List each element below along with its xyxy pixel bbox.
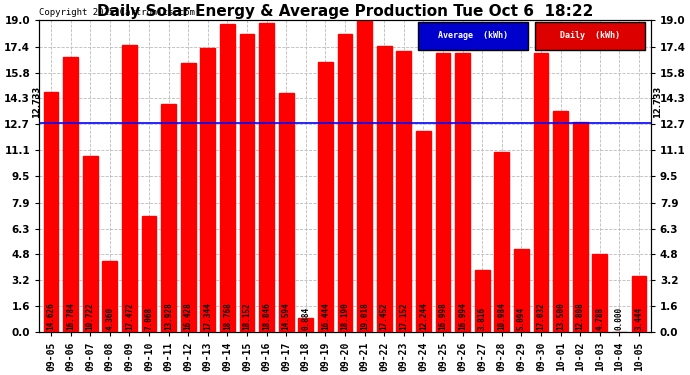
Bar	[181, 63, 195, 332]
Bar	[83, 156, 97, 332]
Bar	[455, 53, 470, 332]
Bar	[573, 122, 588, 332]
Bar	[122, 45, 137, 332]
Title: Daily Solar Energy & Average Production Tue Oct 6  18:22: Daily Solar Energy & Average Production …	[97, 4, 593, 19]
Bar	[63, 57, 78, 332]
FancyBboxPatch shape	[418, 22, 529, 50]
Bar	[495, 152, 509, 332]
Text: 10.984: 10.984	[497, 302, 506, 330]
Text: 16.428: 16.428	[184, 302, 193, 330]
Bar	[435, 53, 451, 332]
Text: 16.998: 16.998	[439, 302, 448, 330]
Text: 18.846: 18.846	[262, 302, 271, 330]
Bar	[416, 131, 431, 332]
Text: 17.472: 17.472	[125, 302, 134, 330]
Text: 16.994: 16.994	[458, 302, 467, 330]
Bar	[161, 104, 176, 332]
Bar	[593, 254, 607, 332]
Text: 18.190: 18.190	[340, 302, 350, 330]
Text: 0.884: 0.884	[302, 307, 310, 330]
Text: 5.094: 5.094	[517, 307, 526, 330]
Bar	[357, 20, 372, 332]
Text: 3.444: 3.444	[635, 307, 644, 330]
Text: 17.032: 17.032	[537, 302, 546, 330]
Text: 10.722: 10.722	[86, 302, 95, 330]
Text: Daily  (kWh): Daily (kWh)	[560, 32, 620, 40]
Bar	[475, 270, 490, 332]
Text: 12.244: 12.244	[419, 302, 428, 330]
Bar	[397, 51, 411, 332]
Bar	[102, 261, 117, 332]
Text: Average  (kWh): Average (kWh)	[438, 32, 509, 40]
Bar	[318, 62, 333, 332]
Text: 18.152: 18.152	[242, 302, 251, 330]
Text: 12.733: 12.733	[32, 86, 41, 118]
Text: 17.152: 17.152	[400, 302, 408, 330]
Text: 12.808: 12.808	[575, 302, 584, 330]
Text: 16.784: 16.784	[66, 302, 75, 330]
Text: 13.928: 13.928	[164, 302, 173, 330]
Bar	[279, 93, 293, 332]
Text: 14.594: 14.594	[282, 302, 290, 330]
Text: 14.626: 14.626	[46, 302, 55, 330]
Text: 12.733: 12.733	[653, 86, 662, 118]
Bar	[200, 48, 215, 332]
Text: 3.816: 3.816	[477, 307, 486, 330]
Bar	[141, 216, 157, 332]
Bar	[553, 111, 568, 332]
Bar	[239, 34, 255, 332]
Text: 18.768: 18.768	[223, 302, 232, 330]
Text: 17.344: 17.344	[204, 302, 213, 330]
Bar	[299, 318, 313, 332]
Text: Copyright 2015 Cartronics.com: Copyright 2015 Cartronics.com	[39, 8, 195, 17]
Text: 7.068: 7.068	[144, 307, 153, 330]
Bar	[377, 46, 391, 332]
Text: 19.018: 19.018	[360, 302, 369, 330]
Text: 13.500: 13.500	[556, 302, 565, 330]
Text: 16.444: 16.444	[321, 302, 330, 330]
Text: 17.452: 17.452	[380, 302, 388, 330]
FancyBboxPatch shape	[535, 22, 644, 50]
Bar	[337, 34, 353, 332]
Text: 0.000: 0.000	[615, 307, 624, 330]
Text: 4.788: 4.788	[595, 307, 604, 330]
Bar	[514, 249, 529, 332]
Bar	[43, 92, 59, 332]
Bar	[533, 53, 549, 332]
Bar	[220, 24, 235, 332]
Bar	[259, 23, 274, 332]
Text: 4.360: 4.360	[106, 307, 115, 330]
Bar	[631, 276, 647, 332]
